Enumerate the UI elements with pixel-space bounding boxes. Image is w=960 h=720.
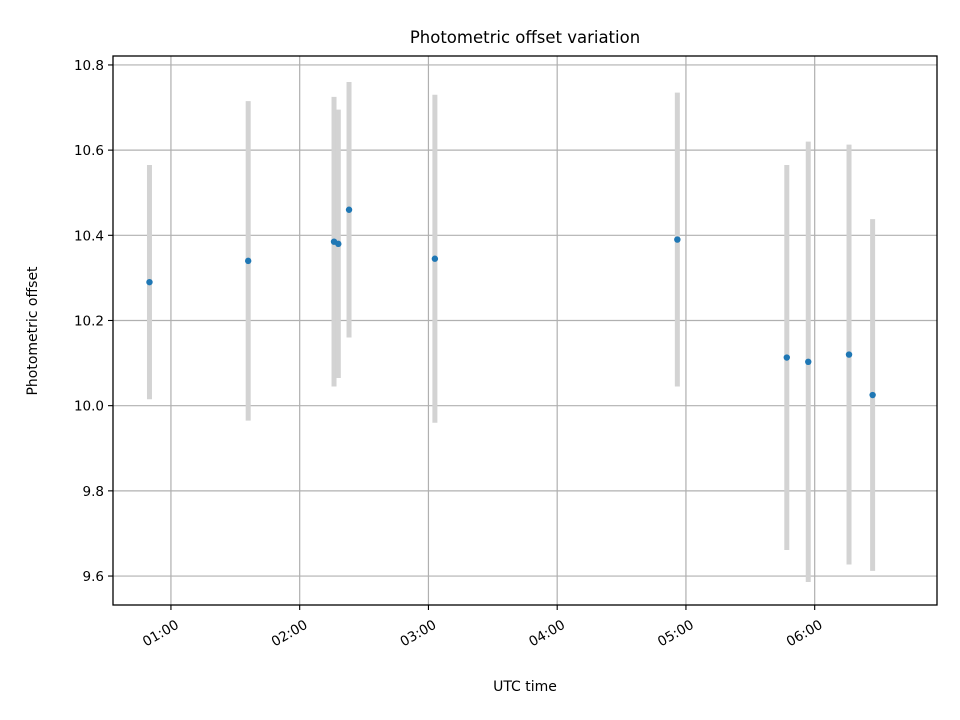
x-tick-label: 04:00: [526, 617, 568, 650]
y-tick-label: 9.6: [83, 569, 104, 585]
y-tick-label: 10.8: [74, 58, 104, 74]
y-tick-label: 10.0: [74, 399, 104, 415]
grid: [113, 56, 937, 605]
data-point: [783, 354, 790, 361]
plot-frame: [112, 55, 938, 606]
data-point: [335, 240, 342, 248]
data-point: [431, 255, 439, 262]
x-tick-label: 03:00: [398, 617, 440, 650]
data-point: [244, 257, 252, 265]
data-point: [869, 391, 876, 399]
y-axis-label: Photometric offset: [25, 266, 41, 396]
y-axis-ticks: 9.6 9.8 10.0 10.2 10.4 10.6 10.8: [74, 58, 113, 585]
x-tick-label: 06:00: [784, 617, 826, 650]
data-point: [345, 206, 353, 213]
x-tick-label: 01:00: [140, 617, 182, 650]
data-point: [146, 278, 153, 286]
x-tick-label: 02:00: [269, 617, 311, 650]
y-tick-label: 10.2: [74, 313, 104, 329]
y-tick-label: 10.6: [74, 143, 104, 159]
x-axis-ticks: 01:00 02:00 03:00 04:00 05:00 06:00: [140, 605, 825, 650]
data-points: [146, 206, 876, 399]
x-tick-label: 05:00: [655, 617, 697, 650]
data-point: [845, 351, 853, 358]
chart-title: Photometric offset variation: [410, 28, 640, 47]
data-point: [805, 358, 812, 366]
error-bars: [146, 81, 876, 583]
y-tick-label: 9.8: [83, 484, 104, 500]
y-tick-label: 10.4: [74, 228, 104, 244]
data-point: [674, 236, 681, 243]
x-axis-label: UTC time: [493, 679, 557, 695]
